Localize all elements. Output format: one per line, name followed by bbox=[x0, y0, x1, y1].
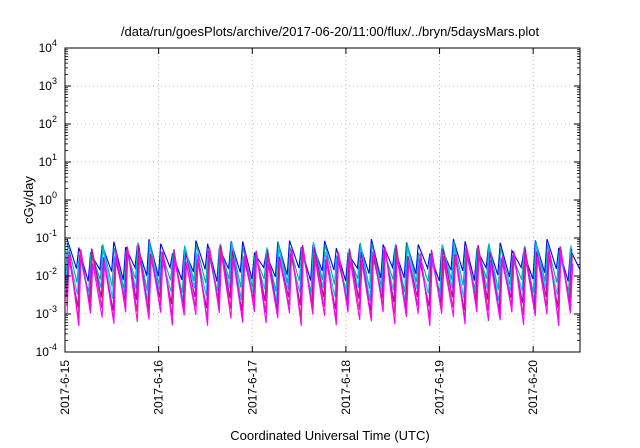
x-tick-label: 2017-6-18 bbox=[339, 360, 353, 415]
x-tick-label: 2017-6-19 bbox=[433, 360, 447, 415]
y-tick-label: 104 bbox=[39, 38, 57, 55]
y-tick-label: 10-1 bbox=[36, 228, 57, 245]
series-layer bbox=[64, 238, 581, 327]
x-tick-label: 2017-6-15 bbox=[58, 360, 72, 415]
y-tick-label: 100 bbox=[39, 190, 57, 207]
x-tick-label: 2017-6-20 bbox=[526, 360, 540, 415]
y-tick-label: 102 bbox=[39, 114, 57, 131]
series-line bbox=[66, 249, 574, 327]
series-line bbox=[65, 243, 572, 302]
ticks: 10-4 10-3 10-2 10-1 100 101 102 103 104 2017-6-15… bbox=[36, 38, 580, 415]
x-tick-label: 2017-6-16 bbox=[152, 360, 166, 415]
y-tick-label: 10-3 bbox=[36, 304, 57, 321]
y-axis-label: cGy/day bbox=[21, 176, 36, 224]
y-tick-label: 101 bbox=[39, 152, 57, 169]
chart-title: /data/run/goesPlots/archive/2017-06-20/1… bbox=[121, 24, 540, 39]
x-tick-label: 2017-6-17 bbox=[245, 360, 259, 415]
y-tick-label: 10-4 bbox=[36, 342, 57, 359]
grid bbox=[65, 48, 580, 352]
y-tick-label: 10-2 bbox=[36, 266, 57, 283]
series-line bbox=[65, 244, 573, 312]
x-axis-label: Coordinated Universal Time (UTC) bbox=[230, 428, 429, 443]
y-tick-label: 103 bbox=[39, 76, 57, 93]
